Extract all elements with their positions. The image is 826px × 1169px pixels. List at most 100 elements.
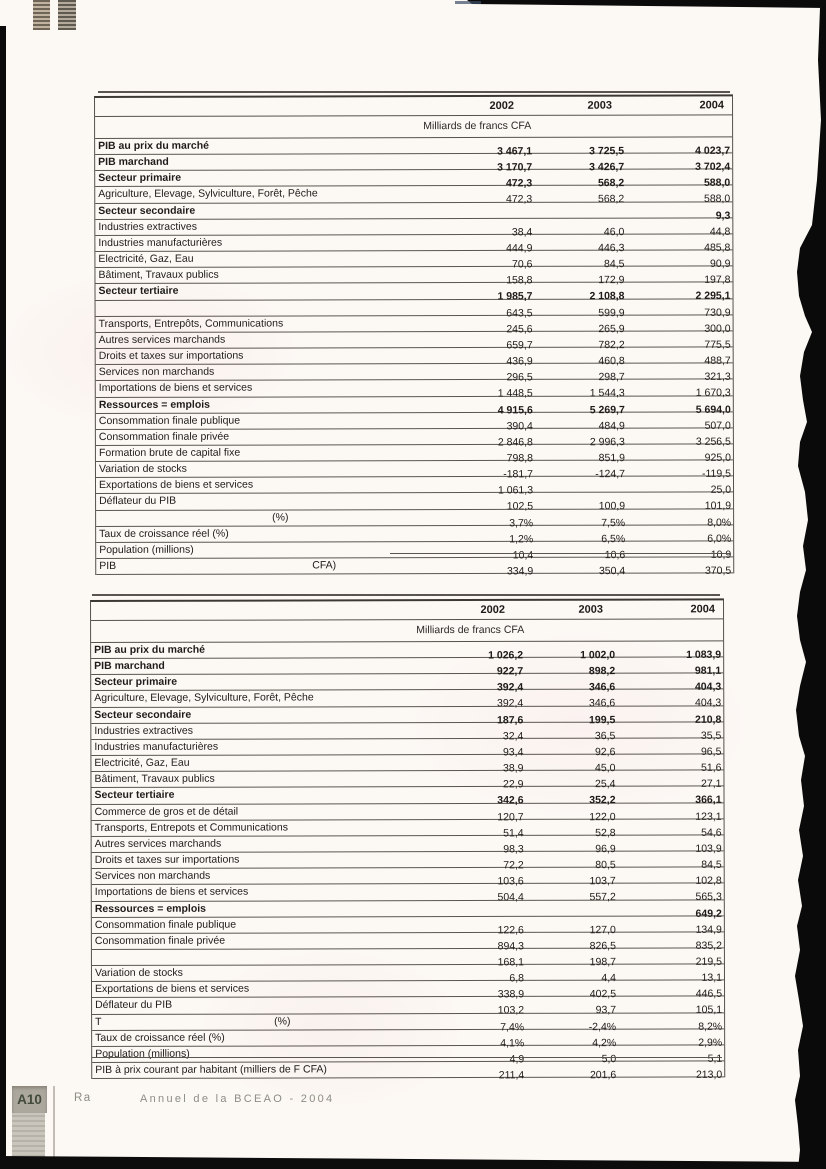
footer-strip [12,1113,45,1157]
table-row: Industries extractives 38,4 46,0 44,8 [95,218,733,238]
row-label: Exportations de biens et services [95,982,250,996]
table-body: PIB au prix du marché 1 026,2 1 002,0 1 083… [91,641,725,1081]
table-row: Taux de croissance réel (%) 1,2% 6,5% 6,0% [96,525,734,545]
page-number-badge: A10 [12,1086,47,1113]
row-label: Secteur secondaire [94,708,192,721]
row-label: Consommation finale publique [98,414,241,427]
year-header-row: 2002 2003 2004 [91,600,724,621]
table-row: Importations de biens et services 1 448,5… [95,379,733,400]
national-accounts-table-2: 2002 2003 2004 Milliards de francs CFA P… [90,598,726,1081]
row-label: Transports, Entrepots et Communications [94,821,288,834]
row-label: Industries manufacturières [98,236,223,249]
row-label: T (%) [95,1015,291,1028]
table-row: (%) 3,7% 7,5% 8,0% [96,508,734,529]
row-label [96,300,443,316]
footer-divider [53,1086,55,1157]
row-label: Secteur tertiaire [98,285,179,298]
row-label: (%) [96,510,443,526]
table-row: Population (millions) 10,4 10,6 10,9 [96,541,734,561]
binding-mark [58,0,76,30]
row-label: Autres services marchands [94,837,222,850]
table-row: Services non marchands 296,5 298,7 321,3 [95,363,733,384]
row-label: Consommation finale publique [94,918,237,931]
row-label: Consommation finale privée [94,934,226,947]
row-label: PIB marchand [98,155,169,169]
rule [92,1057,722,1059]
row-label: Autres services marchands [98,333,226,346]
row-label: PIB marchand [94,659,165,673]
row-label-secondary: CFA) [312,559,337,572]
table-row: Ressources = emplois 4 915,6 5 269,7 5 694,… [95,395,733,416]
table-row: Services non marchands 103,6 103,7 102,8 [91,867,724,888]
row-label: Bâtiment, Travaux publics [94,772,215,786]
table-row: PIB marchand 922,7 898,2 981,1 [91,657,724,678]
row-label: Population (millions) [99,543,194,556]
left-edge-bar [0,26,6,1169]
table-row: PIB marchand 3 170,7 3 426,7 3 702,4 [95,153,733,174]
row-label: Electricité, Gaz, Eau [98,252,194,266]
table-row: Bâtiment, Travaux publics 158,8 172,9 197,8 [95,266,733,287]
binding-mark [33,0,50,30]
row-label: Industries manufacturières [94,740,219,753]
national-accounts-table-1: 2002 2003 2004 Milliards de francs CFA P… [94,94,735,577]
cell-2004: 213,0 [695,1068,723,1081]
table-row: Taux de croissance réel (%) 4,1% 4,2% 2,9% [92,1029,725,1049]
table-row: Agriculture, Elevage, Sylviculture, Forê… [91,689,724,710]
table-row: Déflateur du PIB 102,5 100,9 101,9 [96,492,734,513]
year-header: 2002 [480,603,506,616]
footer-left-text: Ra [74,1092,92,1104]
table-row: Exportations de biens et services 338,9 40… [92,980,725,1001]
table-row: Secteur primaire 392,4 346,6 404,3 [91,673,724,694]
row-label: Déflateur du PIB [95,999,173,1012]
cell-2002: 334,9 [506,565,534,578]
row-label [92,949,434,965]
table-row: Secteur secondaire 9,3 [95,201,733,221]
row-label: Bâtiment, Travaux publics [98,268,219,282]
table-row: Industries extractives 32,4 36,5 35,5 [91,722,724,742]
table-row: Déflateur du PIB 103,2 93,7 105,1 [92,996,725,1017]
table-row: PIB CFA) 334,9 350,4 370,5 [96,557,734,577]
top-edge-bar [467,0,826,8]
table-row: Secteur secondaire 187,6 199,5 210,8 [91,705,724,726]
row-label: Services non marchands [98,365,215,379]
right-edge-ragged-strip [795,4,826,1169]
table-row: Electricité, Gaz, Eau 70,6 84,5 90,9 [95,250,733,270]
table-row: Droits et taxes sur importations 72,2 80,5… [91,851,724,871]
table-row: Commerce de gros et de détail 120,7 122,0 1… [91,802,724,823]
rule [98,91,730,93]
table-row: Transports, Entrepôts, Communications 245… [95,315,733,335]
row-label-secondary: (%) [274,1015,291,1028]
table-row: Agriculture, Elevage, Sylviculture, Forê… [95,185,733,206]
row-label: PIB à prix courant par habitant (millier… [95,1063,327,1077]
table-body: PIB au prix du marché 3 467,1 3 725,5 4 023… [95,137,734,577]
unit-row: Milliards de francs CFA [95,115,733,139]
top-edge-tint [455,1,481,4]
row-label: Transports, Entrepôts, Communications [98,317,284,330]
row-label: Secteur tertiaire [94,789,175,802]
row-label: Taux de croissance réel (%) [95,1031,225,1044]
row-label: Industries extractives [98,220,197,233]
year-header: 2002 [489,99,515,112]
table-row: PIB au prix du marché 3 467,1 3 725,5 4 023… [95,137,733,157]
table-row: T (%) 7,4% -2,4% 8,2% [92,1012,725,1033]
row-label: Taux de croissance réel (%) [99,527,229,540]
unit-label: Milliards de francs CFA [423,119,532,133]
table-row: Consommation finale privée 894,3 826,5 835,… [91,932,724,952]
row-label: Secteur primaire [98,172,182,185]
row-label: Consommation finale privée [98,430,230,443]
cell-2003: 201,6 [589,1069,617,1082]
table-row: Ressources = emplois 649,2 [91,899,724,919]
row-label: Importations de biens et services [94,885,249,899]
row-label: Ressources = emplois [98,398,211,411]
row-label: PIB CFA) [99,559,337,573]
footer-title: Annuel de la BCEAO - 2004 [140,1093,335,1105]
table-row: Autres services marchands 659,7 782,2 775,5 [95,331,733,351]
table-row: Consommation finale privée 2 846,8 2 996,3… [95,428,733,448]
row-label: PIB au prix du marché [94,643,206,656]
table-row: Secteur tertiaire 1 985,7 2 108,8 2 295,1 [95,282,733,303]
table-row: 168,1 198,7 219,5 [91,948,724,968]
row-label: Droits et taxes sur importations [98,349,244,363]
table-row: 643,5 599,9 730,9 [95,298,733,319]
unit-label: Milliards de francs CFA [416,623,525,637]
